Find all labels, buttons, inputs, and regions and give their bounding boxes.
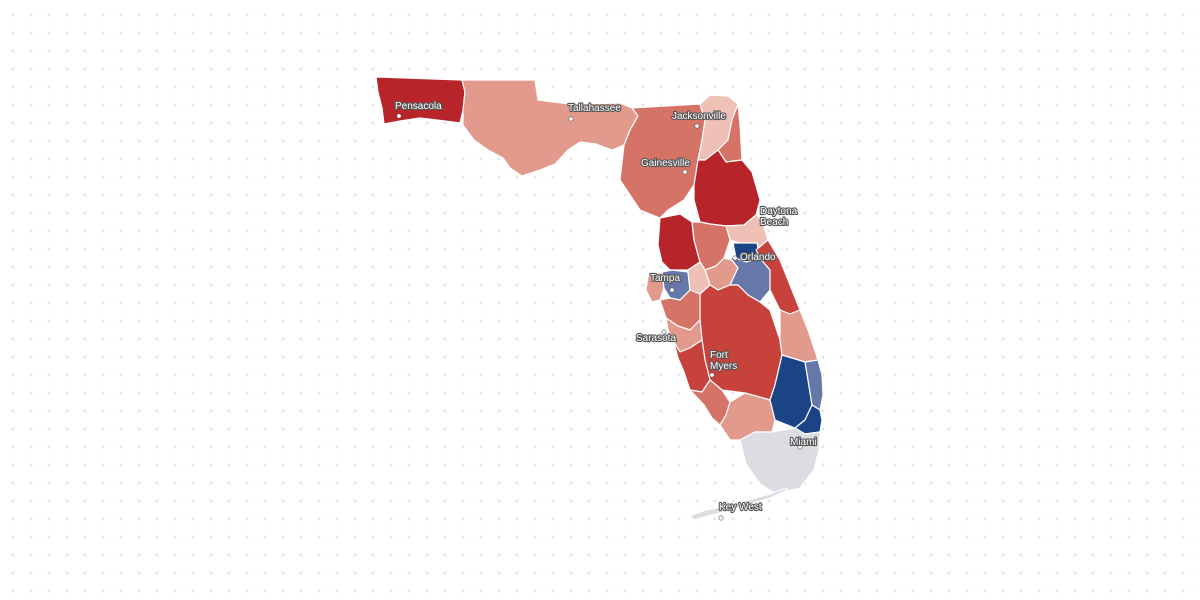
city-label-miami: Miami [790,437,817,448]
district-volusia[interactable] [693,149,761,227]
city-layer: Pensacola Tallahassee Jacksonville Gainesvi… [394,100,818,521]
city-dot-jacksonville [694,123,700,129]
city-dot-sarasota [661,329,667,335]
city-label-daytona-beach: Daytona Beach [760,206,798,228]
district-layer [375,76,824,521]
district-keys[interactable] [689,487,789,521]
city-dot-pensacola [396,113,402,119]
city-label-gainesville: Gainesville [641,158,690,169]
city-label-orlando: Orlando [740,252,776,263]
city-label-pensacola: Pensacola [395,101,442,112]
city-label-key-west: Key West [719,502,762,513]
city-label-fort-myers: Fort Myers [710,350,737,372]
city-dot-tampa [669,287,675,293]
city-dot-daytona-beach [759,218,765,224]
city-dot-gainesville [682,169,688,175]
city-label-sarasota: Sarasota [636,333,676,344]
district-palm-beach-coast[interactable] [804,359,824,411]
district-st-lucie[interactable] [779,309,819,363]
city-dot-orlando [732,255,738,261]
city-dot-miami [797,444,803,450]
city-dot-fort-myers [709,372,715,378]
city-label-tallahassee: Tallahassee [568,103,621,114]
city-label-jacksonville: Jacksonville [672,111,726,122]
city-dot-key-west [718,515,724,521]
district-panhandle-east[interactable] [461,79,639,177]
city-dot-tallahassee [568,116,574,122]
city-label-tampa: Tampa [650,273,680,284]
